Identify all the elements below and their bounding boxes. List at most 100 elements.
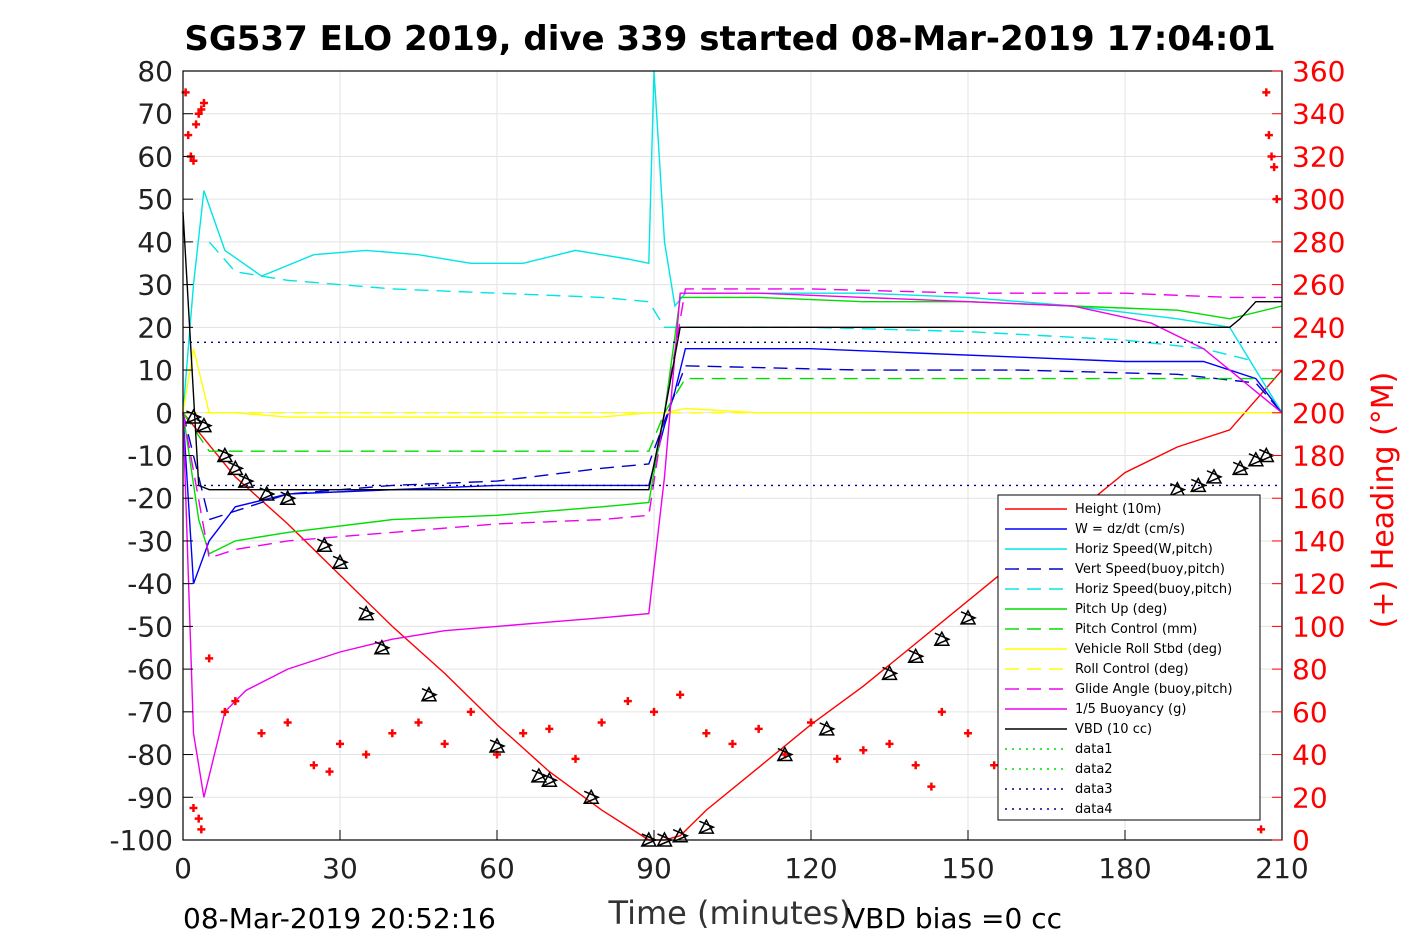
series-layer bbox=[182, 70, 1283, 841]
legend-label-0: Height (10m) bbox=[1075, 502, 1161, 517]
legend-label-4: Horiz Speed(buoy,pitch) bbox=[1075, 582, 1232, 597]
dive-markers bbox=[185, 408, 1276, 847]
y-tick-label-15: -70 bbox=[127, 696, 173, 729]
dive-marker-10 bbox=[373, 639, 391, 655]
y-right-tick-label-14: 80 bbox=[1292, 653, 1328, 686]
series-line-6 bbox=[182, 377, 1282, 452]
y-right-tick-label-12: 120 bbox=[1292, 568, 1345, 601]
series-line-5 bbox=[182, 296, 1283, 555]
dive-marker-8 bbox=[331, 553, 349, 570]
x-tick-label-7: 210 bbox=[1255, 852, 1308, 885]
heading-point-44 bbox=[990, 761, 999, 770]
dive-marker-2 bbox=[216, 446, 234, 463]
dive-marker-22 bbox=[881, 664, 899, 681]
heading-point-13 bbox=[231, 697, 240, 706]
legend-label-6: Pitch Control (mm) bbox=[1075, 622, 1197, 637]
y-axis-right-label: (+) Heading (°M) bbox=[1366, 372, 1401, 629]
heading-point-5 bbox=[194, 109, 203, 118]
footer-vbd-bias: VBD bias =0 cc bbox=[846, 902, 1062, 935]
dive-marker-4 bbox=[237, 472, 255, 488]
y-tick-label-4: 40 bbox=[137, 226, 173, 259]
heading-point-21 bbox=[414, 718, 423, 727]
legend-label-9: Glide Angle (buoy,pitch) bbox=[1075, 682, 1233, 697]
y-right-tick-label-9: 180 bbox=[1292, 440, 1345, 473]
heading-point-41 bbox=[927, 782, 936, 791]
dive-marker-11 bbox=[420, 686, 438, 702]
y-tick-label-0: 80 bbox=[137, 55, 173, 88]
y-tick-label-2: 60 bbox=[137, 140, 173, 173]
heading-point-6 bbox=[197, 105, 206, 114]
heading-point-40 bbox=[911, 761, 920, 770]
y-right-tick-label-7: 220 bbox=[1292, 354, 1345, 387]
footer-date: 08-Mar-2019 20:52:16 bbox=[183, 902, 496, 935]
legend-label-13: data2 bbox=[1075, 762, 1113, 777]
legend-label-12: data1 bbox=[1075, 742, 1113, 757]
dive-marker-12 bbox=[488, 737, 506, 753]
y-right-tick-label-8: 200 bbox=[1292, 397, 1345, 430]
y-right-tick-label-5: 260 bbox=[1292, 269, 1345, 302]
legend-label-11: VBD (10 cc) bbox=[1075, 722, 1152, 737]
y-right-tick-label-11: 140 bbox=[1292, 525, 1345, 558]
dive-marker-6 bbox=[279, 489, 297, 505]
dive-marker-27 bbox=[1190, 476, 1208, 493]
heading-point-14 bbox=[257, 729, 266, 738]
series-line-4 bbox=[208, 241, 1256, 363]
heading-point-33 bbox=[728, 739, 737, 748]
x-tick-label-4: 120 bbox=[784, 852, 837, 885]
heading-point-1 bbox=[184, 131, 193, 140]
heading-point-52 bbox=[1262, 88, 1271, 97]
heading-point-8 bbox=[189, 803, 198, 812]
dive-marker-21 bbox=[818, 720, 836, 736]
series-line-3 bbox=[182, 365, 1283, 521]
heading-point-20 bbox=[388, 729, 397, 738]
dive-marker-1 bbox=[195, 417, 213, 433]
legend-label-3: Vert Speed(buoy,pitch) bbox=[1075, 562, 1225, 577]
heading-point-53 bbox=[1264, 131, 1273, 140]
legend-label-5: Pitch Up (deg) bbox=[1075, 602, 1167, 617]
x-tick-label-0: 0 bbox=[174, 852, 192, 885]
heading-point-51 bbox=[1257, 825, 1266, 834]
dive-marker-15 bbox=[582, 788, 601, 805]
legend-label-2: Horiz Speed(W,pitch) bbox=[1075, 542, 1213, 557]
y-tick-label-11: -30 bbox=[127, 525, 173, 558]
y-axis-left: 80 70 60 50 40 30 20 10 0 -10 -20 -30 -40 -50 -60 -70 -8… bbox=[109, 55, 193, 857]
x-axis: 0 30 60 90 120 150 180 210 bbox=[174, 830, 1309, 885]
heading-point-39 bbox=[885, 739, 894, 748]
heading-point-34 bbox=[754, 724, 763, 733]
dive-marker-25 bbox=[959, 609, 977, 625]
legend-label-1: W = dz/dt (cm/s) bbox=[1075, 522, 1185, 537]
x-tick-label-5: 150 bbox=[941, 852, 994, 885]
heading-point-36 bbox=[807, 718, 815, 727]
dive-marker-3 bbox=[227, 459, 245, 476]
heading-point-27 bbox=[571, 754, 580, 763]
legend-label-14: data3 bbox=[1075, 782, 1113, 797]
dive-marker-19 bbox=[698, 818, 716, 834]
heading-point-55 bbox=[1270, 163, 1279, 172]
y-tick-label-14: -60 bbox=[127, 653, 173, 686]
heading-point-30 bbox=[650, 707, 658, 716]
heading-point-10 bbox=[197, 825, 206, 834]
y-tick-label-6: 20 bbox=[137, 311, 173, 344]
series-line-11 bbox=[182, 211, 1282, 491]
x-tick-label-2: 60 bbox=[479, 852, 515, 885]
heading-point-38 bbox=[859, 746, 868, 755]
y-right-tick-label-3: 300 bbox=[1292, 183, 1345, 216]
legend: Height (10m) W = dz/dt (cm/s) Horiz Speed(… bbox=[997, 494, 1261, 821]
heading-point-4 bbox=[192, 120, 201, 129]
x-tick-label-1: 30 bbox=[322, 852, 358, 885]
y-tick-label-3: 50 bbox=[137, 183, 173, 216]
heading-point-31 bbox=[676, 690, 685, 699]
y-tick-label-5: 30 bbox=[137, 269, 173, 302]
y-right-tick-label-1: 340 bbox=[1292, 98, 1345, 131]
heading-point-15 bbox=[283, 718, 292, 727]
y-tick-label-12: -40 bbox=[127, 568, 173, 601]
heading-point-16 bbox=[309, 761, 318, 770]
dive-marker-29 bbox=[1231, 459, 1250, 476]
heading-point-43 bbox=[964, 729, 972, 738]
heading-point-42 bbox=[937, 707, 946, 716]
dive-marker-24 bbox=[933, 630, 951, 646]
y-right-tick-label-17: 20 bbox=[1292, 781, 1328, 814]
y-right-tick-label-13: 100 bbox=[1292, 610, 1345, 643]
y-tick-label-10: -20 bbox=[127, 482, 173, 515]
